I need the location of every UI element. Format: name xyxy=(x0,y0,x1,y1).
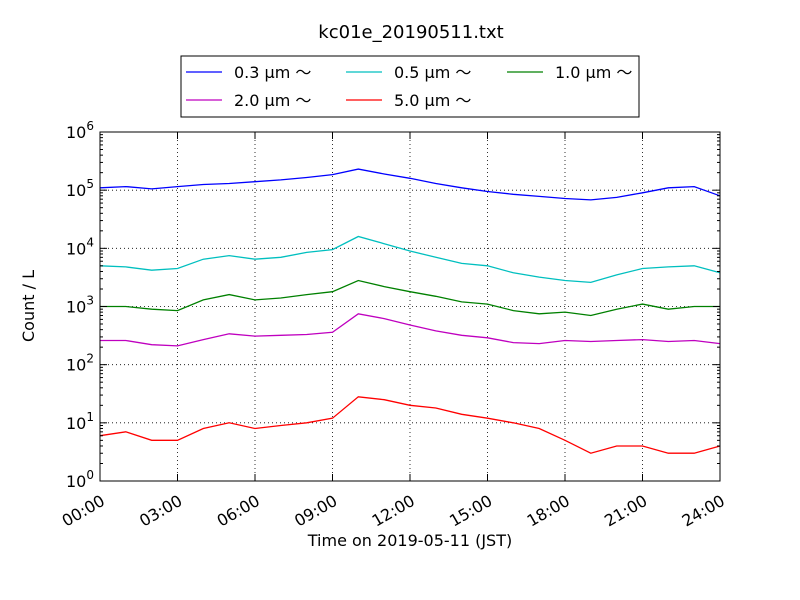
y-tick-label: 106 xyxy=(66,119,94,142)
series-line-1 xyxy=(99,235,721,284)
x-tick-label: 00:00 xyxy=(59,491,108,531)
grid xyxy=(100,132,720,481)
x-tick-label: 18:00 xyxy=(524,491,573,531)
y-tick-label: 105 xyxy=(66,177,94,200)
legend-label: 2.0 µm ～ xyxy=(234,91,311,110)
series-line-2 xyxy=(100,279,720,317)
x-tick-labels: 00:00 03:00 06:00 09:00 12:00 15:00 18:00 21:00… xyxy=(59,491,728,531)
y-tick-label: 100 xyxy=(66,468,94,491)
x-tick-label: 06:00 xyxy=(214,491,263,531)
x-tick-label: 12:00 xyxy=(369,491,418,531)
legend-label: 1.0 µm ～ xyxy=(555,63,632,82)
legend-label: 5.0 µm ～ xyxy=(394,91,471,110)
y-axis-label: Count / L xyxy=(19,270,38,342)
y-tick-label: 102 xyxy=(66,352,94,375)
series-line-4 xyxy=(99,396,721,454)
series-line-0 xyxy=(99,168,721,201)
chart-title: kc01e_20190511.txt xyxy=(318,22,503,43)
legend: 0.3 µm ～ 0.5 µm ～ 1.0 µm ～ 2.0 µm ～ 5.0 µm ～ xyxy=(180,55,640,118)
x-tick-label: 24:00 xyxy=(679,491,728,531)
y-tick-labels: 100 101 102 103 104 105 106 xyxy=(66,119,94,491)
legend-box xyxy=(180,55,640,118)
legend-label: 0.3 µm ～ xyxy=(234,63,311,82)
y-tick-label: 104 xyxy=(66,235,94,258)
y-tick-label: 101 xyxy=(66,410,94,433)
x-axis-label: Time on 2019-05-11 (JST) xyxy=(307,531,512,550)
x-tick-label: 21:00 xyxy=(601,491,650,531)
legend-label: 0.5 µm ～ xyxy=(394,63,471,82)
x-tick-label: 09:00 xyxy=(291,491,340,531)
x-tick-label: 15:00 xyxy=(446,491,495,531)
y-tick-label: 103 xyxy=(66,294,94,317)
series-line-3 xyxy=(100,313,721,347)
x-tick-label: 03:00 xyxy=(136,491,185,531)
ticks xyxy=(99,131,721,482)
series-lines xyxy=(99,168,721,454)
